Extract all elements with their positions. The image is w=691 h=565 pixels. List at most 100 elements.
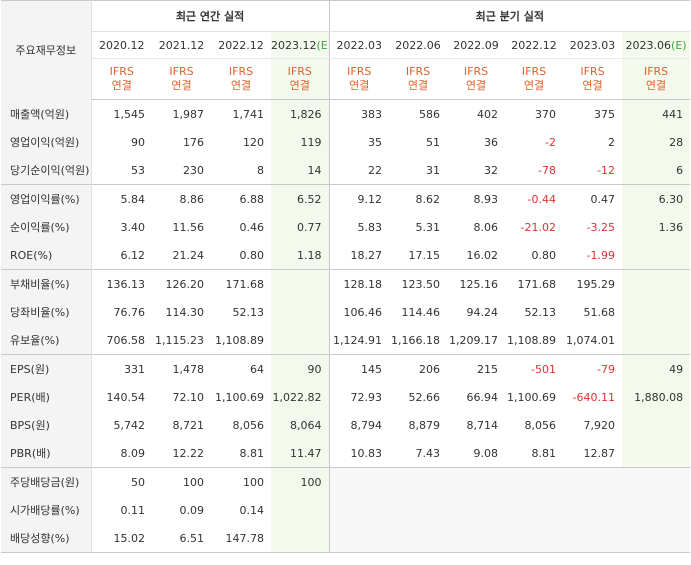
ifrs-label: IFRS	[109, 65, 134, 78]
table-cell	[389, 467, 448, 496]
table-cell	[563, 467, 623, 496]
table-cell: -79	[563, 354, 623, 383]
table-cell: 1,545	[113, 107, 146, 121]
table-cell	[328, 467, 390, 496]
annual-title: 최근 연간 실적	[91, 0, 330, 32]
quarter-title: 최근 분기 실적	[328, 0, 691, 32]
table-cell	[328, 496, 390, 524]
table-cell: 586	[419, 107, 441, 121]
table-cell: 8,794	[328, 411, 390, 439]
period-label: 2023.06	[625, 38, 672, 52]
table-row: 주당배당금(원) 50 100 100 100	[1, 467, 691, 496]
table-cell: 140.54	[106, 390, 146, 404]
table-cell: 16.02	[466, 248, 499, 262]
table-cell: 8,056	[232, 418, 265, 432]
table-cell: 1,100.69	[215, 390, 264, 404]
table-cell	[447, 467, 506, 496]
table-cell: 176	[183, 135, 204, 149]
ifrs-label: IFRS	[169, 65, 194, 78]
table-cell: 21.24	[172, 248, 205, 262]
table-cell: 52.13	[524, 305, 557, 319]
ifrs-label: IFRS	[405, 65, 431, 78]
table-cell: 0.47	[563, 184, 623, 213]
table-cell	[622, 326, 691, 355]
consolidated-label: 연결	[349, 79, 370, 92]
table-row: ROE(%) 6.12 21.24 0.80 1.18 18.27 17.15 16.02 0.…	[1, 241, 691, 270]
table-cell: 15.02	[91, 524, 152, 553]
consolidated-label: 연결	[111, 79, 132, 92]
table-cell: -640.11	[572, 390, 616, 404]
table-cell: 17.15	[408, 248, 441, 262]
table-cell: 0.80	[239, 248, 265, 262]
table-cell: 331	[91, 354, 152, 383]
row-label: BPS(원)	[1, 411, 92, 439]
table-row: PER(배) 140.54 72.10 1,100.69 1,022.82 72.93 52…	[1, 383, 691, 411]
table-cell: -501	[505, 354, 564, 383]
table-row: 영업이익률(%) 5.84 8.86 6.88 6.52 9.12 8.62 8.93 -0.4…	[1, 184, 691, 213]
table-row: EPS(원) 331 1,478 64 90 145 206 215 -501 -79 49	[1, 354, 691, 383]
table-cell: 1,478	[152, 354, 211, 383]
table-cell: 2	[608, 135, 616, 149]
consolidated-label: 연결	[289, 79, 310, 92]
table-cell: 8.81	[239, 446, 265, 460]
row-label: 유보율(%)	[1, 326, 92, 355]
table-cell: 1,108.89	[215, 333, 264, 347]
table-cell	[447, 496, 506, 524]
consolidated-label: 연결	[465, 79, 487, 92]
table-cell: 8,721	[172, 418, 205, 432]
ifrs-header: IFRS 연결	[622, 58, 691, 100]
table-cell: -3.25	[586, 220, 616, 234]
period-label: 2022.12	[218, 38, 264, 52]
table-cell: 12.87	[583, 446, 616, 460]
table-cell	[271, 326, 330, 355]
table-cell	[622, 411, 691, 439]
table-cell: 230	[183, 163, 204, 177]
table-cell: 114.46	[401, 305, 441, 319]
table-cell: 28	[622, 128, 691, 156]
table-row: 순이익률(%) 3.40 11.56 0.46 0.77 5.83 5.31 8.06 -21.…	[1, 213, 691, 241]
consolidated-label: 연결	[523, 79, 545, 92]
table-cell: -21.02	[520, 220, 557, 234]
table-cell: 171.68	[505, 269, 564, 298]
period-label: 2021.12	[158, 38, 205, 52]
table-cell: 35	[328, 128, 390, 156]
period-label: 2023.12	[271, 38, 317, 52]
table-cell	[389, 496, 448, 524]
table-cell: 125.16	[447, 269, 506, 298]
consolidated-label: 연결	[407, 79, 429, 92]
table-cell: 1,124.91	[328, 326, 390, 355]
table-cell: 114.30	[165, 305, 205, 319]
ifrs-label: IFRS	[521, 65, 547, 78]
table-cell: 49	[622, 354, 691, 383]
table-cell: 8	[257, 163, 264, 177]
table-cell	[328, 524, 390, 553]
table-cell: 119	[271, 128, 330, 156]
table-cell: 7,920	[583, 418, 616, 432]
table-row: 영업이익(억원) 90 176 120 119 35 51 36 -2 2 28	[1, 128, 691, 156]
table-cell	[505, 467, 564, 496]
period-header: 2022.12	[211, 31, 271, 59]
table-cell: 3.40	[120, 220, 146, 234]
table-row: 시가배당률(%) 0.11 0.09 0.14	[1, 496, 691, 524]
row-label: 주당배당금(원)	[1, 467, 92, 496]
table-cell: 1,987	[172, 107, 205, 121]
ifrs-header: IFRS 연결	[211, 58, 271, 100]
table-cell: 120	[243, 135, 264, 149]
table-cell	[389, 524, 448, 553]
table-cell: 32	[484, 163, 499, 177]
table-cell: 1,100.69	[507, 390, 557, 404]
table-cell: 8.06	[473, 220, 499, 234]
ifrs-header: IFRS 연결	[271, 58, 330, 100]
period-label: 2023.03	[569, 38, 616, 52]
table-cell: 9.08	[473, 446, 499, 460]
table-cell: -12	[597, 163, 616, 177]
table-cell: 11.47	[271, 439, 330, 468]
period-header: 2020.12	[91, 31, 152, 59]
table-cell: 441	[622, 99, 691, 128]
row-label: 영업이익(억원)	[1, 128, 92, 156]
table-cell: 6.52	[271, 184, 330, 213]
table-cell: 126.20	[152, 269, 211, 298]
table-cell: 50	[91, 467, 152, 496]
table-cell: 53	[131, 163, 145, 177]
table-cell: 1.36	[622, 213, 691, 241]
